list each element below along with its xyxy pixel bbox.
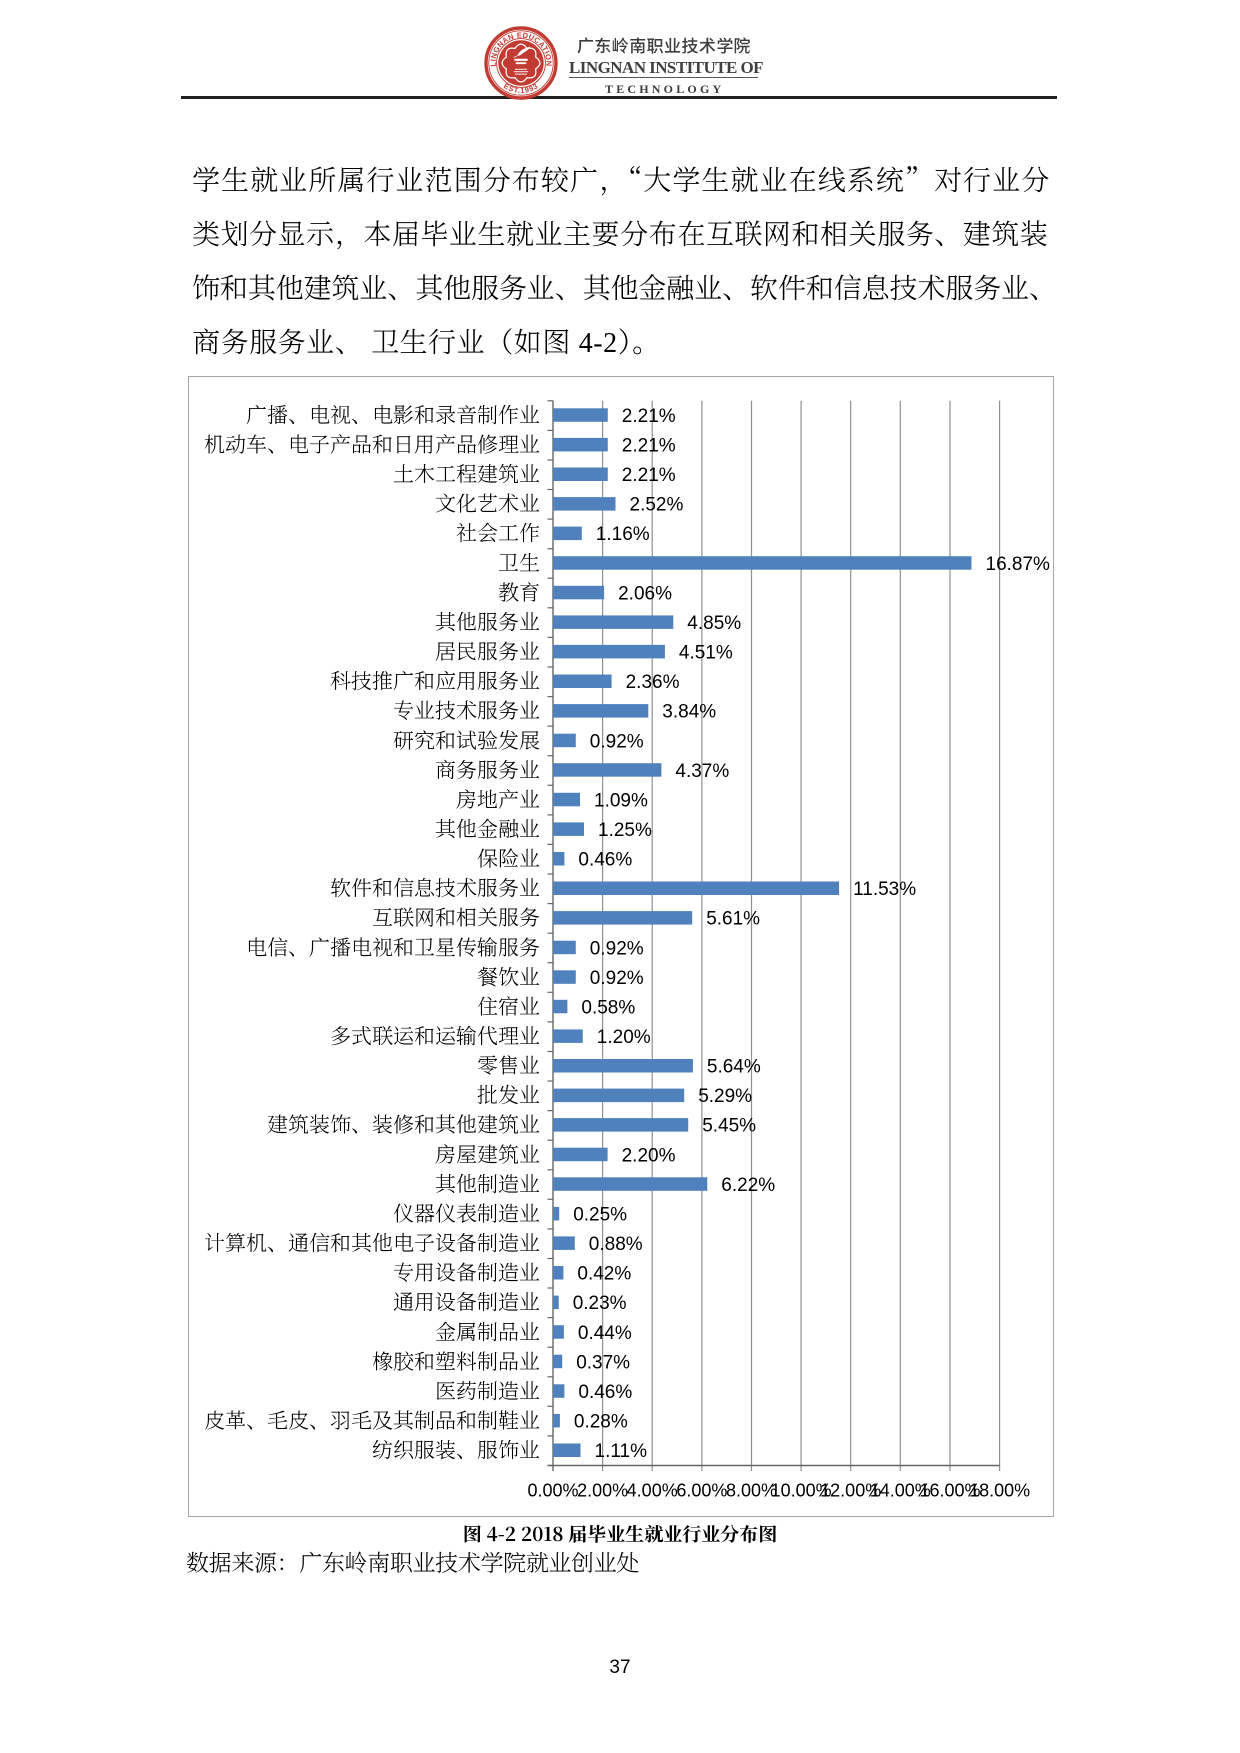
- svg-text:4.85%: 4.85%: [687, 613, 741, 634]
- svg-text:0.46%: 0.46%: [578, 1382, 632, 1403]
- svg-text:批发业: 批发业: [477, 1080, 540, 1110]
- svg-text:0.44%: 0.44%: [578, 1323, 632, 1344]
- svg-text:纺织服装、服饰业: 纺织服装、服饰业: [372, 1435, 540, 1465]
- svg-text:3.84%: 3.84%: [662, 702, 716, 723]
- svg-text:12.00%: 12.00%: [820, 1481, 881, 1501]
- svg-text:建筑装饰、装修和其他建筑业: 建筑装饰、装修和其他建筑业: [267, 1109, 540, 1139]
- svg-text:其他服务业: 其他服务业: [435, 607, 540, 637]
- svg-text:0.42%: 0.42%: [577, 1264, 631, 1285]
- svg-text:2.36%: 2.36%: [626, 672, 680, 693]
- svg-text:16.00%: 16.00%: [919, 1481, 980, 1501]
- svg-text:2.21%: 2.21%: [622, 436, 676, 457]
- svg-text:0.58%: 0.58%: [581, 997, 635, 1018]
- svg-text:0.46%: 0.46%: [578, 850, 632, 871]
- svg-text:5.29%: 5.29%: [698, 1086, 752, 1107]
- svg-text:6.00%: 6.00%: [676, 1481, 727, 1501]
- svg-text:0.88%: 0.88%: [589, 1234, 643, 1255]
- svg-text:机动车、电子产品和日用产品修理业: 机动车、电子产品和日用产品修理业: [204, 429, 540, 459]
- svg-text:教育: 教育: [498, 577, 540, 607]
- svg-text:1.11%: 1.11%: [595, 1441, 648, 1462]
- svg-text:餐饮业: 餐饮业: [477, 961, 540, 991]
- svg-text:14.00%: 14.00%: [870, 1481, 931, 1501]
- svg-text:2.20%: 2.20%: [622, 1145, 676, 1166]
- svg-text:房屋建筑业: 房屋建筑业: [435, 1139, 540, 1169]
- svg-text:4.37%: 4.37%: [675, 761, 729, 782]
- svg-text:5.45%: 5.45%: [702, 1116, 756, 1137]
- svg-text:土木工程建筑业: 土木工程建筑业: [393, 459, 540, 489]
- svg-text:居民服务业: 居民服务业: [435, 636, 540, 666]
- svg-text:4.51%: 4.51%: [679, 643, 733, 664]
- svg-text:2.21%: 2.21%: [622, 465, 676, 486]
- svg-text:保险业: 保险业: [477, 843, 540, 873]
- svg-text:18.00%: 18.00%: [969, 1481, 1030, 1501]
- svg-text:其他制造业: 其他制造业: [435, 1168, 540, 1198]
- svg-text:4.00%: 4.00%: [627, 1481, 678, 1501]
- svg-text:2.21%: 2.21%: [622, 406, 676, 427]
- svg-text:10.00%: 10.00%: [771, 1481, 832, 1501]
- svg-text:房地产业: 房地产业: [456, 784, 540, 814]
- svg-text:金属制品业: 金属制品业: [435, 1316, 540, 1346]
- svg-text:0.25%: 0.25%: [573, 1205, 627, 1226]
- svg-text:社会工作: 社会工作: [456, 518, 540, 548]
- svg-text:1.25%: 1.25%: [598, 820, 652, 841]
- svg-text:科技推广和应用服务业: 科技推广和应用服务业: [330, 666, 540, 696]
- svg-text:0.00%: 0.00%: [527, 1481, 578, 1501]
- svg-text:专用设备制造业: 专用设备制造业: [393, 1257, 540, 1287]
- svg-text:0.92%: 0.92%: [590, 968, 644, 989]
- svg-text:11.53%: 11.53%: [853, 879, 916, 900]
- svg-text:计算机、通信和其他电子设备制造业: 计算机、通信和其他电子设备制造业: [204, 1228, 540, 1258]
- svg-text:研究和试验发展: 研究和试验发展: [393, 725, 540, 755]
- svg-text:多式联运和运输代理业: 多式联运和运输代理业: [330, 1021, 540, 1051]
- svg-text:住宿业: 住宿业: [477, 991, 540, 1021]
- svg-text:2.06%: 2.06%: [618, 583, 672, 604]
- svg-text:商务服务业: 商务服务业: [435, 754, 540, 784]
- svg-text:2.00%: 2.00%: [577, 1481, 628, 1501]
- svg-text:通用设备制造业: 通用设备制造业: [393, 1287, 540, 1317]
- svg-text:5.64%: 5.64%: [707, 1057, 761, 1078]
- svg-text:1.09%: 1.09%: [594, 790, 648, 811]
- svg-text:0.37%: 0.37%: [576, 1352, 630, 1373]
- svg-text:0.23%: 0.23%: [573, 1293, 627, 1314]
- svg-text:电信、广播电视和卫星传输服务: 电信、广播电视和卫星传输服务: [246, 932, 540, 962]
- svg-text:0.92%: 0.92%: [590, 938, 644, 959]
- svg-text:8.00%: 8.00%: [726, 1481, 777, 1501]
- svg-text:16.87%: 16.87%: [986, 554, 1051, 575]
- svg-text:广播、电视、电影和录音制作业: 广播、电视、电影和录音制作业: [246, 399, 540, 429]
- svg-text:1.20%: 1.20%: [597, 1027, 651, 1048]
- svg-text:专业技术服务业: 专业技术服务业: [393, 695, 540, 725]
- svg-text:卫生: 卫生: [498, 547, 540, 577]
- svg-text:其他金融业: 其他金融业: [435, 814, 540, 844]
- svg-text:医药制造业: 医药制造业: [435, 1375, 540, 1405]
- svg-text:5.61%: 5.61%: [706, 909, 760, 930]
- svg-text:仪器仪表制造业: 仪器仪表制造业: [393, 1198, 540, 1228]
- svg-text:橡胶和塑料制品业: 橡胶和塑料制品业: [372, 1346, 540, 1376]
- svg-text:0.92%: 0.92%: [590, 731, 644, 752]
- svg-text:零售业: 零售业: [477, 1050, 540, 1080]
- svg-text:皮革、毛皮、羽毛及其制品和制鞋业: 皮革、毛皮、羽毛及其制品和制鞋业: [204, 1405, 540, 1435]
- svg-text:互联网和相关服务: 互联网和相关服务: [372, 902, 540, 932]
- svg-text:文化艺术业: 文化艺术业: [435, 488, 540, 518]
- svg-text:2.52%: 2.52%: [630, 495, 684, 516]
- svg-text:6.22%: 6.22%: [721, 1175, 775, 1196]
- svg-text:1.16%: 1.16%: [596, 524, 650, 545]
- svg-text:软件和信息技术服务业: 软件和信息技术服务业: [330, 873, 540, 903]
- svg-text:0.28%: 0.28%: [574, 1412, 628, 1433]
- svg-text:EST.1993: EST.1993: [502, 81, 540, 95]
